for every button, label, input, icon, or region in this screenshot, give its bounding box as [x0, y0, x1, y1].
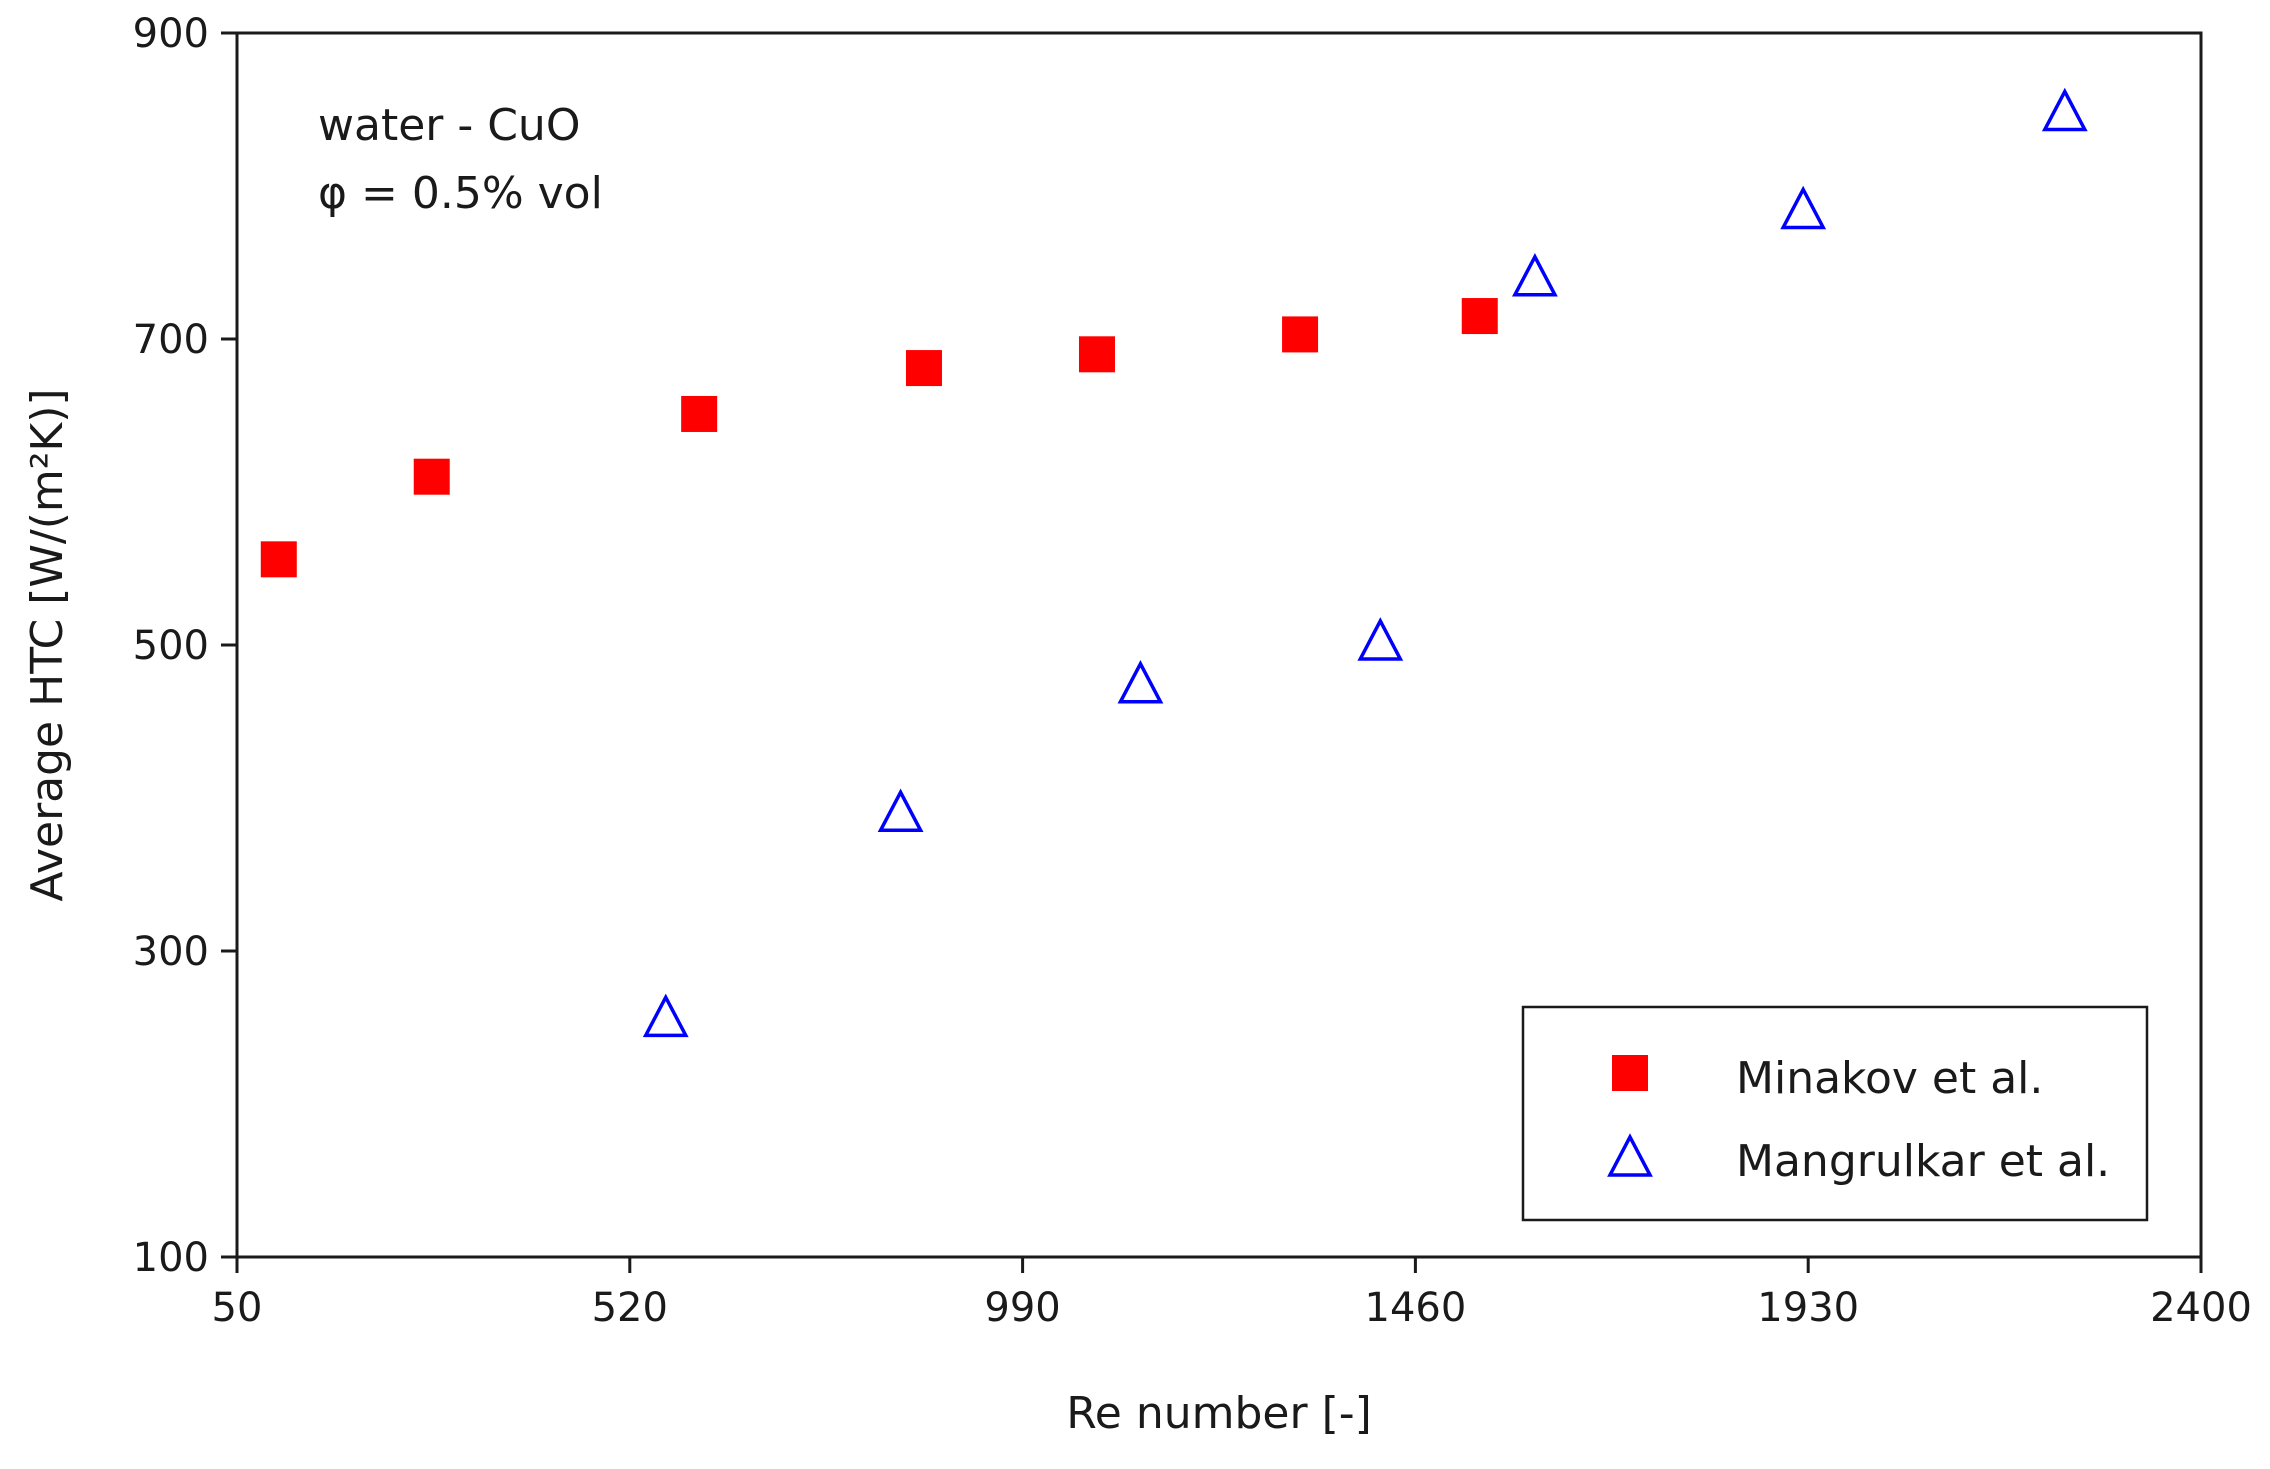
x-tick-label: 1460 [1365, 1285, 1467, 1331]
minakov-point [1078, 336, 1115, 373]
minakov-point [1282, 316, 1319, 353]
legend-label-mangrulkar: Mangrulkar et al. [1736, 1136, 2110, 1187]
mangrulkar-point [2041, 87, 2088, 132]
y-axis-title: Average HTC [W/(m²K)] [22, 388, 73, 901]
minakov-point [260, 541, 297, 578]
x-tick-label: 2400 [2150, 1285, 2252, 1331]
legend: Minakov et al. Mangrulkar et al. [1521, 1005, 2149, 1222]
mangrulkar-point [1357, 617, 1404, 661]
legend-label-minakov: Minakov et al. [1736, 1053, 2043, 1104]
mangrulkar-point [642, 993, 689, 1038]
annotation-fluid: water - CuO [318, 100, 580, 151]
mangrulkar-point [1117, 660, 1164, 704]
y-tick-label: 700 [133, 317, 209, 363]
minakov-point [681, 395, 718, 432]
x-tick-label: 990 [984, 1285, 1060, 1331]
x-axis-title: Re number [-] [1066, 1388, 1372, 1439]
minakov-point [905, 350, 942, 387]
minakov-point [413, 458, 450, 495]
data-points [260, 87, 2088, 1038]
y-tick-label: 900 [133, 11, 209, 57]
y-tick-label: 300 [133, 929, 209, 975]
legend-markers [1607, 1055, 1653, 1177]
legend-box [1521, 1005, 2149, 1222]
mangrulkar-point [1780, 185, 1827, 230]
legend-marker-mangrulkar [1607, 1133, 1653, 1177]
x-tick-label: 1930 [1757, 1285, 1859, 1331]
x-tick-label: 50 [212, 1285, 263, 1331]
annotation-concentration: φ = 0.5% vol [318, 168, 603, 219]
mangrulkar-point [877, 788, 924, 833]
minakov-point [1461, 298, 1498, 335]
y-tick-label: 500 [133, 623, 209, 669]
legend-marker-minakov [1612, 1055, 1648, 1091]
x-tick-label: 520 [592, 1285, 668, 1331]
mangrulkar-point [1512, 253, 1558, 297]
y-tick-label: 100 [133, 1235, 209, 1281]
axis-ticks: 50 520 990 1460 1930 2400 100 300 500 700 900 [133, 11, 2252, 1331]
